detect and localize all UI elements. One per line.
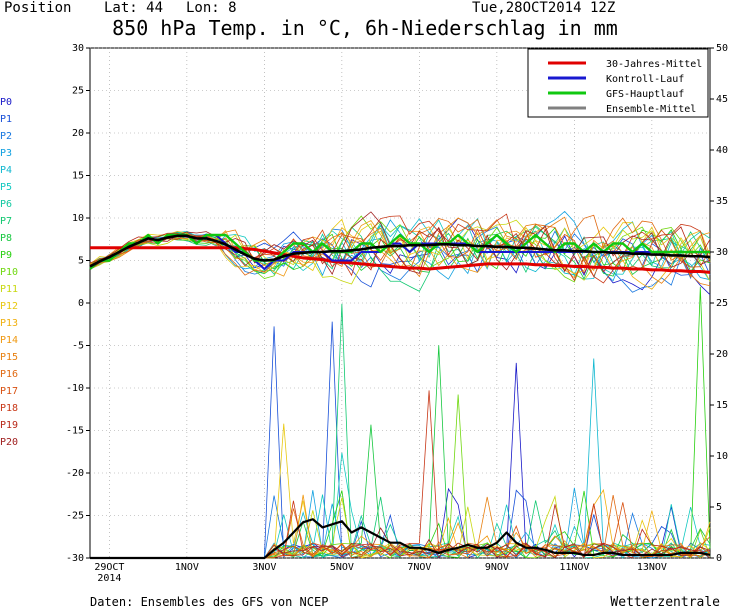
y-left-tick-label: -10 bbox=[66, 383, 84, 394]
header-longitude: Lon: 8 bbox=[186, 0, 237, 16]
x-tick-label: 9NOV bbox=[485, 562, 509, 573]
y-right-tick-label: 50 bbox=[716, 43, 728, 54]
y-left-tick-label: 5 bbox=[78, 256, 84, 267]
member-label-p7: P7 bbox=[0, 216, 13, 227]
member-label-p20: P20 bbox=[0, 437, 19, 448]
temp-line-p18 bbox=[89, 213, 711, 284]
header-position: Position bbox=[4, 0, 72, 16]
member-label-p12: P12 bbox=[0, 301, 19, 312]
member-label-p16: P16 bbox=[0, 369, 19, 380]
x-tick-label: 3NOV bbox=[252, 562, 276, 573]
y-left-tick-label: -30 bbox=[66, 553, 84, 564]
x-tick-label: 5NOV bbox=[330, 562, 354, 573]
y-left-tick-label: 10 bbox=[72, 213, 84, 224]
x-tick-label: 7NOV bbox=[407, 562, 431, 573]
y-right-tick-label: 20 bbox=[716, 349, 728, 360]
brand-label: Wetterzentrale bbox=[610, 595, 720, 610]
y-left-tick-label: 20 bbox=[72, 128, 84, 139]
x-tick-label: 1NOV bbox=[175, 562, 199, 573]
temp-line-p17 bbox=[89, 228, 711, 278]
member-label-p10: P10 bbox=[0, 267, 19, 278]
legend-label: 30-Jahres-Mittel bbox=[606, 59, 702, 70]
y-left-tick-label: -15 bbox=[66, 426, 84, 437]
y-right-tick-label: 30 bbox=[716, 247, 728, 258]
legend-label: Kontroll-Lauf bbox=[606, 74, 684, 85]
y-right-tick-label: 10 bbox=[716, 451, 728, 462]
series-line-0 bbox=[90, 246, 711, 274]
temp-line-p20 bbox=[89, 211, 711, 275]
legend-box bbox=[527, 48, 709, 118]
data-source-credit: Daten: Ensembles des GFS von NCEP bbox=[90, 595, 329, 609]
member-label-p13: P13 bbox=[0, 318, 19, 329]
y-left-tick-label: 25 bbox=[72, 86, 84, 97]
member-label-p3: P3 bbox=[0, 148, 13, 159]
y-right-tick-label: 5 bbox=[716, 502, 722, 513]
member-label-p9: P9 bbox=[0, 250, 13, 261]
member-label-p6: P6 bbox=[0, 199, 13, 210]
x-tick-label: 29OCT bbox=[94, 562, 124, 573]
y-right-tick-label: 45 bbox=[716, 94, 728, 105]
header-run-date: Tue,28OCT2014 12Z bbox=[472, 0, 616, 16]
chart-title: 850 hPa Temp. in °C, 6h-Niederschlag in … bbox=[112, 16, 618, 40]
member-label-p11: P11 bbox=[0, 284, 19, 295]
y-left-tick-label: 30 bbox=[72, 43, 84, 54]
member-label-p19: P19 bbox=[0, 420, 19, 431]
y-right-tick-label: 0 bbox=[716, 553, 722, 564]
y-left-tick-label: 0 bbox=[78, 298, 84, 309]
member-label-p17: P17 bbox=[0, 386, 19, 397]
header-latitude: Lat: 44 bbox=[104, 0, 164, 16]
y-right-tick-label: 40 bbox=[716, 145, 728, 156]
x-tick-sublabel: 2014 bbox=[97, 573, 121, 584]
member-label-p14: P14 bbox=[0, 335, 19, 346]
member-label-p15: P15 bbox=[0, 352, 19, 363]
x-tick-label: 11NOV bbox=[559, 562, 589, 573]
series-line-4 bbox=[90, 518, 711, 560]
legend-label: Ensemble-Mittel bbox=[606, 104, 696, 115]
member-label-p1: P1 bbox=[0, 114, 13, 125]
y-right-tick-label: 35 bbox=[716, 196, 728, 207]
series-line-3 bbox=[89, 234, 711, 268]
member-label-p0: P0 bbox=[0, 97, 13, 108]
temp-line-p7 bbox=[89, 226, 711, 292]
series-line-2 bbox=[89, 233, 710, 270]
y-left-tick-label: -25 bbox=[66, 511, 84, 522]
y-left-tick-label: 15 bbox=[72, 171, 84, 182]
legend-label: GFS-Hauptlauf bbox=[606, 89, 684, 100]
x-tick-label: 13NOV bbox=[637, 562, 667, 573]
y-right-tick-label: 15 bbox=[716, 400, 728, 411]
y-right-tick-label: 25 bbox=[716, 298, 728, 309]
member-label-p4: P4 bbox=[0, 165, 13, 176]
y-left-tick-label: -5 bbox=[72, 341, 84, 352]
member-label-p2: P2 bbox=[0, 131, 13, 142]
member-label-p18: P18 bbox=[0, 403, 19, 414]
member-label-p5: P5 bbox=[0, 182, 13, 193]
y-left-tick-label: -20 bbox=[66, 468, 84, 479]
member-label-p8: P8 bbox=[0, 233, 13, 244]
